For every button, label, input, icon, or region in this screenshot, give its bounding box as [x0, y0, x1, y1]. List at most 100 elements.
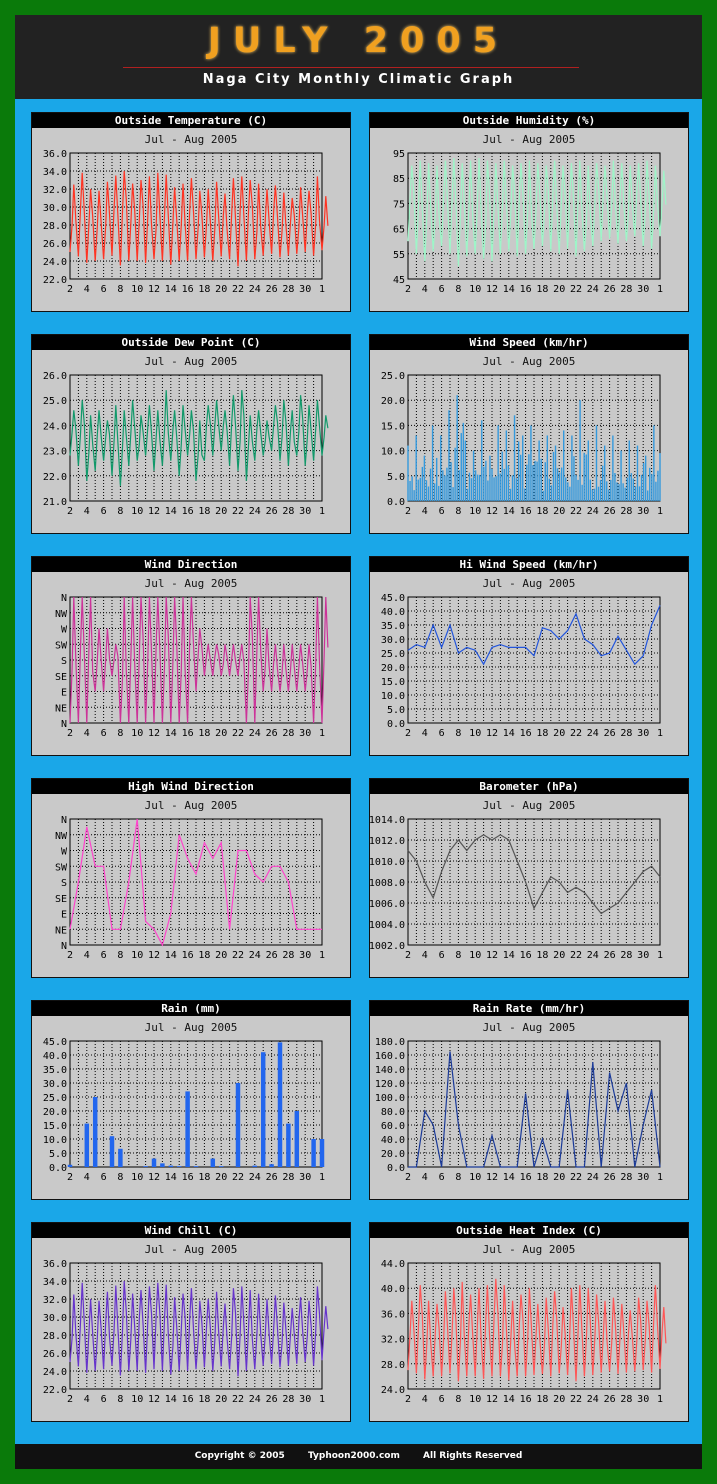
x-tick-label: 20 [215, 1172, 227, 1183]
chart-svg: 22.024.026.028.030.032.034.036.02 4 6 8 10 12… [43, 1259, 329, 1405]
y-tick-label: 45.0 [43, 1037, 67, 1048]
y-tick-label: 36.0 [381, 1309, 405, 1320]
x-tick-label: 6 [439, 950, 445, 961]
y-tick-label: 22.0 [43, 1385, 67, 1396]
y-tick-label: 10.0 [381, 447, 405, 458]
chart-panel: Outside Humidity (%) Jul - Aug 2005 45 55 65… [369, 112, 689, 312]
chart-subtitle: Jul - Aug 2005 [144, 1243, 238, 1256]
bar [92, 1097, 98, 1167]
x-tick-label: 2 [67, 728, 73, 739]
y-tick-label: 75 [393, 199, 405, 210]
x-tick-label: 1 [657, 728, 663, 739]
chart-subtitle: Jul - Aug 2005 [482, 1243, 576, 1256]
x-tick-label: 10 [131, 950, 143, 961]
y-tick-label: 40.0 [381, 1135, 405, 1146]
y-tick-label: 24.0 [43, 257, 67, 268]
x-tick-label: 6 [101, 1172, 107, 1183]
y-tick-label: 180.0 [375, 1037, 405, 1048]
x-tick-label: 10 [131, 506, 143, 517]
chart-svg: 24.028.032.036.040.044.02 4 6 8 10 12 14 16 18 20… [381, 1259, 667, 1405]
x-tick-label: 10 [469, 950, 481, 961]
x-tick-label: 4 [422, 284, 428, 295]
x-tick-label: 10 [131, 1172, 143, 1183]
x-tick-label: 1 [657, 284, 663, 295]
x-tick-label: 20 [215, 728, 227, 739]
x-tick-label: 24 [587, 728, 599, 739]
y-tick-label: 35.0 [43, 1065, 67, 1076]
x-tick-label: 30 [299, 728, 311, 739]
y-tick-label: 34.0 [43, 167, 67, 178]
y-tick-label: 140.0 [375, 1065, 405, 1076]
x-tick-label: 20 [215, 950, 227, 961]
bar [160, 1163, 165, 1167]
x-tick-label: 10 [131, 284, 143, 295]
x-tick-label: 12 [148, 728, 160, 739]
x-tick-label: 8 [117, 284, 123, 295]
x-tick-label: 22 [232, 950, 244, 961]
site-link[interactable]: Typhoon2000.com [307, 1451, 400, 1461]
y-tick-label: 28.0 [43, 1331, 67, 1342]
x-tick-label: 14 [165, 506, 177, 517]
chart-panel: Rain (mm) Jul - Aug 2005 0.0 5.0 10.0 15.0 20.… [31, 1000, 351, 1200]
chart-title: Wind Speed (km/hr) [370, 335, 688, 350]
chart-title: Wind Direction [32, 557, 350, 572]
page-frame: JULY 2005 Naga City Monthly Climatic Gra… [15, 15, 702, 1469]
y-tick-label: 25.0 [43, 396, 67, 407]
y-tick-label: 1012.0 [370, 836, 405, 847]
x-tick-label: 12 [486, 1172, 498, 1183]
x-tick-label: 16 [520, 506, 532, 517]
x-tick-label: 22 [570, 1394, 582, 1405]
x-tick-label: 8 [117, 1172, 123, 1183]
x-tick-label: 6 [439, 728, 445, 739]
series-line [407, 157, 667, 267]
x-tick-label: 16 [182, 728, 194, 739]
chart-panel: Hi Wind Speed (km/hr) Jul - Aug 2005 0.0 5.… [369, 556, 689, 756]
x-tick-label: 8 [455, 506, 461, 517]
chart-panel: Wind Speed (km/hr) Jul - Aug 2005 0.0 5.0 10… [369, 334, 689, 534]
y-tick-label: 25.0 [43, 1093, 67, 1104]
y-tick-label: SE [55, 894, 67, 905]
x-tick-label: 1 [657, 506, 663, 517]
y-tick-label: W [61, 625, 68, 636]
y-tick-label: 22.0 [43, 275, 67, 286]
x-tick-label: 16 [520, 728, 532, 739]
bar [168, 1165, 174, 1167]
x-tick-label: 28 [620, 1394, 632, 1405]
chart-panel: High Wind Direction Jul - Aug 2005 N NE E SE S… [31, 778, 351, 978]
chart-title: Barometer (hPa) [370, 779, 688, 794]
y-tick-label: 15.0 [43, 1121, 67, 1132]
x-tick-label: 20 [553, 284, 565, 295]
series-line [69, 170, 329, 267]
x-tick-label: 2 [405, 284, 411, 295]
x-tick-label: 24 [587, 950, 599, 961]
chart-title: Hi Wind Speed (km/hr) [370, 557, 688, 572]
x-tick-label: 24 [249, 506, 261, 517]
x-tick-label: 12 [486, 506, 498, 517]
x-tick-label: 18 [536, 506, 548, 517]
x-tick-label: 16 [520, 284, 532, 295]
y-tick-label: 28.0 [381, 1360, 405, 1371]
y-tick-label: 26.0 [43, 371, 67, 382]
x-tick-label: 30 [637, 728, 649, 739]
x-tick-label: 12 [486, 728, 498, 739]
y-tick-label: 23.0 [43, 447, 67, 458]
y-tick-label: 35.0 [381, 621, 405, 632]
bar [210, 1158, 216, 1167]
x-tick-label: 6 [101, 728, 107, 739]
chart-subtitle: Jul - Aug 2005 [144, 355, 238, 368]
y-tick-label: N [61, 593, 67, 604]
x-tick-label: 28 [620, 506, 632, 517]
y-tick-label: 44.0 [381, 1259, 405, 1270]
x-tick-label: 10 [469, 506, 481, 517]
chart-panel: Barometer (hPa) Jul - Aug 2005 1002.0 1004.… [369, 778, 689, 978]
y-tick-label: SW [55, 862, 68, 873]
x-tick-label: 30 [299, 284, 311, 295]
y-tick-label: 100.0 [375, 1093, 405, 1104]
x-tick-label: 22 [232, 1394, 244, 1405]
chart-title: High Wind Direction [32, 779, 350, 794]
y-tick-label: 36.0 [43, 1259, 67, 1270]
x-tick-label: 14 [165, 284, 177, 295]
x-tick-label: 24 [587, 1172, 599, 1183]
